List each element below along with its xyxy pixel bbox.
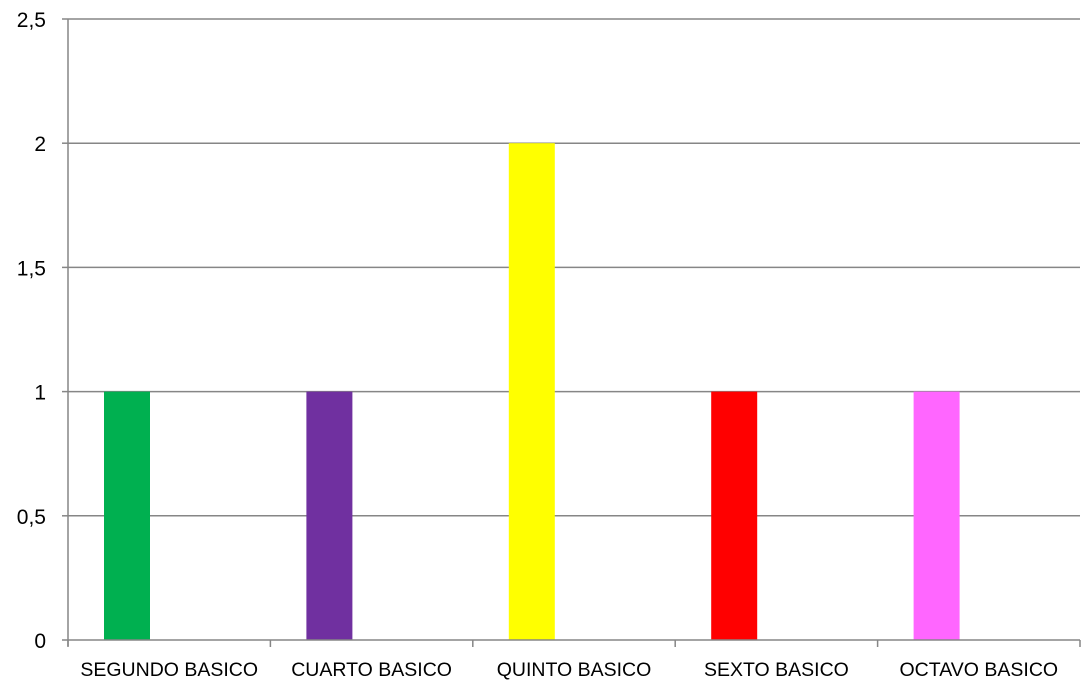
y-tick-label: 2 — [34, 133, 46, 156]
x-tick-label: OCTAVO BASICO — [900, 659, 1059, 681]
x-tick-label: QUINTO BASICO — [497, 659, 652, 681]
y-tick-label: 0 — [34, 630, 46, 653]
bar-quinto-basico — [508, 143, 555, 640]
x-tick-label: SEGUNDO BASICO — [80, 659, 258, 681]
tick-labels: 0 0,5 1 1,5 2 2,5 SEGUNDO BASICO CUARTO BASICO Q… — [17, 9, 1058, 681]
bar-cuarto-basico — [306, 391, 353, 640]
bars — [104, 143, 960, 640]
y-tick-label: 0,5 — [17, 506, 46, 529]
y-tick-label: 1 — [34, 382, 46, 405]
bar-sexto-basico — [711, 391, 758, 640]
bar-octavo-basico — [913, 391, 960, 640]
axes — [62, 18, 1081, 647]
y-tick-label: 2,5 — [17, 9, 46, 32]
x-tick-label: SEXTO BASICO — [704, 659, 849, 681]
bar-segundo-basico — [104, 391, 150, 640]
y-tick-label: 1,5 — [17, 257, 46, 280]
x-tick-label: CUARTO BASICO — [291, 659, 452, 681]
gridlines — [68, 18, 1080, 517]
